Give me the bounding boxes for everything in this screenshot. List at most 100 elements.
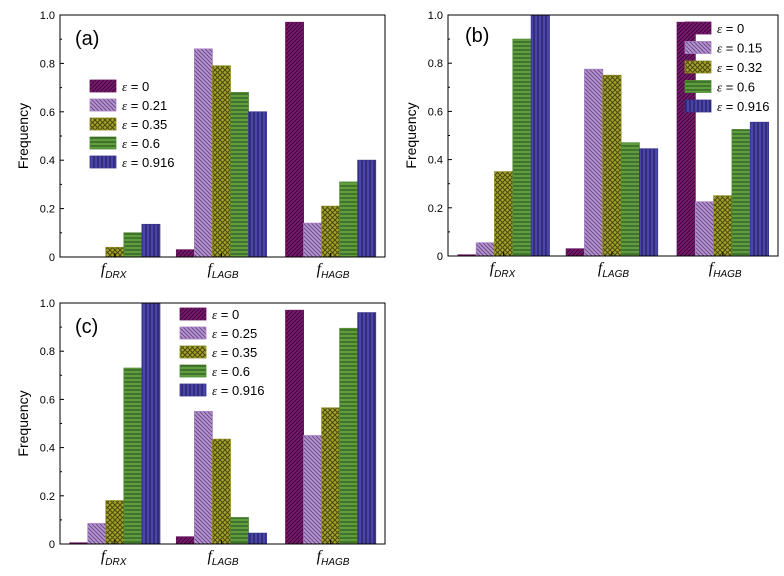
- chart-panel-2: 0 0.2 0.4 0.6 0.8 1.0 Frequency fDRX fLAGB fHAGB (…: [403, 10, 779, 280]
- bar-1-s1-c3: [285, 21, 304, 258]
- x-tick-subscript: LAGB: [212, 557, 239, 568]
- legend-label-2: ε = 0.21: [122, 98, 167, 113]
- bar-3-s5-c2: [248, 532, 267, 545]
- legend-label-3: ε = 0.35: [122, 117, 167, 132]
- legend-swatch-4: [684, 80, 712, 93]
- panel-label: (b): [465, 25, 489, 47]
- bar-3-s5-c3: [357, 312, 377, 545]
- y-tick-label: 0.8: [40, 58, 55, 70]
- y-tick-label: 0.4: [40, 443, 55, 455]
- legend-label-1: ε = 0: [717, 21, 744, 36]
- bar-1-s5-c2: [248, 111, 267, 258]
- bar-1-s3-c2: [212, 65, 231, 258]
- legend-swatch-3: [179, 345, 207, 359]
- y-axis-label: Frequency: [15, 103, 31, 169]
- legend-swatch-5: [89, 155, 117, 169]
- y-axis-label: Frequency: [15, 390, 31, 456]
- bar-2-s2-c2: [584, 68, 604, 257]
- legend-swatch-4: [179, 364, 207, 378]
- bar-3-s1-c2: [175, 536, 195, 545]
- panel-label: (c): [75, 316, 98, 338]
- x-tick-label: fLAGB: [598, 260, 629, 280]
- legend-swatch-3: [89, 117, 117, 131]
- legend-swatch-2: [89, 98, 117, 112]
- bar-3-s4-c3: [339, 327, 359, 545]
- legend-label-1: ε = 0: [122, 79, 149, 94]
- bar-1-s2-c2: [193, 48, 213, 258]
- x-tick-subscript: LAGB: [602, 269, 629, 280]
- bar-1-s2-c3: [303, 222, 323, 258]
- bar-3-s2-c1: [87, 523, 107, 545]
- bar-2-s1-c3: [676, 21, 696, 257]
- y-tick-label: 0.4: [428, 155, 443, 167]
- legend-swatch-1: [684, 21, 712, 35]
- x-tick-subscript: DRX: [494, 269, 515, 280]
- legend-label-4: ε = 0.6: [122, 136, 160, 151]
- panel-label: (a): [75, 28, 99, 50]
- legend-swatch-2: [684, 41, 712, 54]
- bar-2-s5-c3: [749, 121, 769, 257]
- bar-2-s5-c1: [530, 14, 550, 257]
- legend-label-5: ε = 0.916: [717, 99, 769, 114]
- x-tick-subscript: HAGB: [321, 557, 350, 568]
- y-tick-label: 0.2: [40, 491, 55, 503]
- bar-2-s2-c3: [694, 201, 715, 257]
- y-tick-label: 0: [437, 251, 443, 263]
- legend-label-3: ε = 0.35: [212, 345, 257, 360]
- x-tick-label: fLAGB: [207, 261, 238, 281]
- y-tick-label: 0.2: [40, 204, 55, 216]
- legend-label-2: ε = 0.15: [717, 41, 762, 56]
- bar-3-s2-c3: [303, 435, 323, 545]
- bar-3-s3-c3: [321, 407, 341, 545]
- bar-3-s5-c1: [141, 302, 161, 545]
- legend-label-2: ε = 0.25: [212, 326, 257, 341]
- legend-label-3: ε = 0.32: [717, 60, 762, 75]
- x-tick-subscript: LAGB: [212, 270, 239, 281]
- y-tick-label: 0.2: [428, 203, 443, 215]
- legend: ε = 0 ε = 0.25 ε = 0.35 ε = 0.6 ε = 0.916: [179, 307, 264, 398]
- x-tick-label: fHAGB: [317, 548, 350, 568]
- x-tick-subscript: DRX: [105, 557, 126, 568]
- bar-1-s4-c3: [339, 181, 359, 258]
- y-tick-label: 0.6: [40, 107, 55, 119]
- y-tick-label: 0.6: [428, 106, 443, 118]
- bar-2-s4-c2: [620, 142, 640, 257]
- x-tick-label: fDRX: [101, 261, 127, 281]
- y-axis-label: Frequency: [403, 102, 419, 168]
- bar-1-s5-c1: [141, 223, 161, 258]
- y-tick-label: 0: [49, 252, 55, 264]
- legend-swatch-4: [89, 136, 117, 150]
- legend-swatch-1: [179, 307, 207, 321]
- x-tick-label: fDRX: [101, 548, 127, 568]
- bar-2-s4-c1: [512, 38, 532, 257]
- legend-swatch-2: [179, 326, 207, 340]
- legend-label-5: ε = 0.916: [212, 383, 264, 398]
- legend-swatch-3: [684, 60, 712, 74]
- x-tick-label: fDRX: [490, 260, 516, 280]
- legend: ε = 0 ε = 0.15 ε = 0.32 ε = 0.6 ε = 0.916: [684, 21, 769, 114]
- bar-1-s4-c1: [123, 232, 143, 258]
- x-tick-subscript: HAGB: [713, 269, 742, 280]
- legend-label-4: ε = 0.6: [212, 364, 250, 379]
- bar-3-s2-c2: [193, 411, 213, 545]
- bar-1-s5-c3: [357, 159, 377, 258]
- bar-3-s1-c3: [285, 309, 304, 545]
- y-tick-label: 0: [49, 539, 55, 551]
- y-tick-label: 1.0: [428, 10, 443, 22]
- legend-label-5: ε = 0.916: [122, 155, 174, 170]
- x-tick-subscript: HAGB: [321, 270, 350, 281]
- bar-1-s1-c2: [175, 249, 195, 258]
- legend-swatch-5: [684, 99, 712, 113]
- x-tick-label: fLAGB: [207, 548, 238, 568]
- y-tick-label: 0.8: [428, 58, 443, 70]
- bar-3-s4-c1: [123, 367, 143, 545]
- x-tick-label: fHAGB: [709, 260, 742, 280]
- x-tick-subscript: DRX: [105, 270, 126, 281]
- legend: ε = 0 ε = 0.21 ε = 0.35 ε = 0.6 ε = 0.916: [89, 79, 174, 170]
- bar-2-s2-c1: [475, 242, 495, 257]
- bar-3-s3-c1: [105, 500, 125, 545]
- chart-panel-1: 0 0.2 0.4 0.6 0.8 1.0 Frequency fDRX fLAGB fHAGB (…: [15, 10, 386, 281]
- legend-label-1: ε = 0: [212, 307, 239, 322]
- bar-1-s4-c2: [230, 92, 249, 258]
